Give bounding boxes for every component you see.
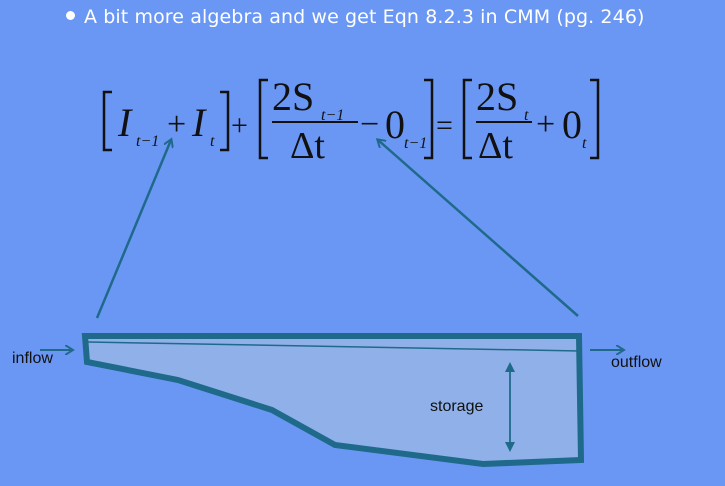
next-num-sub: t: [524, 107, 529, 124]
prev-minus: −: [360, 106, 379, 143]
water-surface-line: [87, 341, 581, 352]
inflow-i-current: I: [191, 100, 207, 145]
inflow-sub-prev: t−1: [136, 133, 159, 150]
next-den: Δt: [478, 125, 513, 167]
storage-term-previous: 2S t−1 Δt − 0 t−1: [258, 74, 434, 167]
bullet-dot-icon: [66, 11, 75, 20]
next-o-sub: t: [582, 135, 587, 152]
inflow-term: I t−1 + I t: [102, 90, 230, 152]
storage-term-next: 2S t Δt + 0 t: [462, 74, 600, 167]
prev-num-sub: t−1: [321, 107, 344, 124]
bullet-point: A bit more algebra and we get Eqn 8.2.3 …: [66, 6, 725, 28]
prev-o: 0: [385, 102, 405, 147]
prev-o-sub: t−1: [404, 135, 427, 152]
bullet-text: A bit more algebra and we get Eqn 8.2.3 …: [84, 6, 645, 28]
plus-between: +: [231, 109, 248, 142]
prev-num: 2S: [272, 74, 314, 119]
storage-pointer-arrow: [378, 140, 579, 317]
inflow-pointer-arrow: [95, 140, 171, 319]
storage-label: storage: [430, 398, 484, 415]
next-o: 0: [562, 102, 582, 147]
reservoir-body: [81, 333, 585, 468]
equals-sign: =: [436, 109, 453, 142]
outflow-label: outflow: [611, 354, 662, 371]
storage-arrow-down-icon: [505, 442, 515, 452]
next-plus: +: [536, 106, 555, 143]
prev-den: Δt: [290, 125, 325, 167]
next-num: 2S: [476, 74, 518, 119]
inflow-i-prev: I: [117, 100, 133, 145]
inflow-label: inflow: [12, 350, 53, 367]
storage-arrow-up-icon: [505, 362, 515, 372]
inflow-sub-current: t: [210, 133, 215, 150]
equation: I t−1 + I t + 2S t−1 Δt − 0 t−1 =: [102, 74, 600, 167]
inflow-plus: +: [167, 106, 186, 143]
